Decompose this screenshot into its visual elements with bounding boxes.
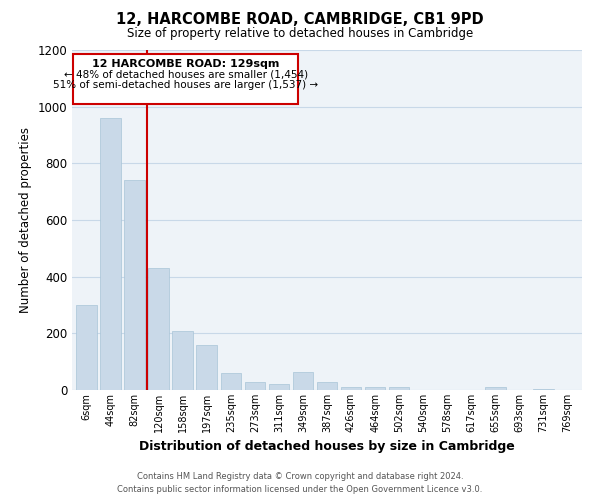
Bar bbox=[245, 382, 265, 390]
Text: ← 48% of detached houses are smaller (1,454): ← 48% of detached houses are smaller (1,… bbox=[64, 70, 308, 80]
Bar bbox=[389, 387, 409, 390]
Bar bbox=[196, 344, 217, 390]
Bar bbox=[293, 372, 313, 390]
Bar bbox=[221, 373, 241, 390]
FancyBboxPatch shape bbox=[73, 54, 298, 104]
X-axis label: Distribution of detached houses by size in Cambridge: Distribution of detached houses by size … bbox=[139, 440, 515, 454]
Bar bbox=[148, 268, 169, 390]
Bar bbox=[100, 118, 121, 390]
Bar bbox=[269, 384, 289, 390]
Y-axis label: Number of detached properties: Number of detached properties bbox=[19, 127, 32, 313]
Text: Contains HM Land Registry data © Crown copyright and database right 2024.
Contai: Contains HM Land Registry data © Crown c… bbox=[118, 472, 482, 494]
Text: 12 HARCOMBE ROAD: 129sqm: 12 HARCOMBE ROAD: 129sqm bbox=[92, 60, 280, 70]
Text: 12, HARCOMBE ROAD, CAMBRIDGE, CB1 9PD: 12, HARCOMBE ROAD, CAMBRIDGE, CB1 9PD bbox=[116, 12, 484, 28]
Bar bbox=[533, 388, 554, 390]
Bar bbox=[172, 330, 193, 390]
Bar bbox=[76, 305, 97, 390]
Bar bbox=[341, 386, 361, 390]
Text: Size of property relative to detached houses in Cambridge: Size of property relative to detached ho… bbox=[127, 28, 473, 40]
Bar bbox=[124, 180, 145, 390]
Text: 51% of semi-detached houses are larger (1,537) →: 51% of semi-detached houses are larger (… bbox=[53, 80, 318, 90]
Bar bbox=[365, 387, 385, 390]
Bar bbox=[485, 387, 506, 390]
Bar bbox=[317, 382, 337, 390]
